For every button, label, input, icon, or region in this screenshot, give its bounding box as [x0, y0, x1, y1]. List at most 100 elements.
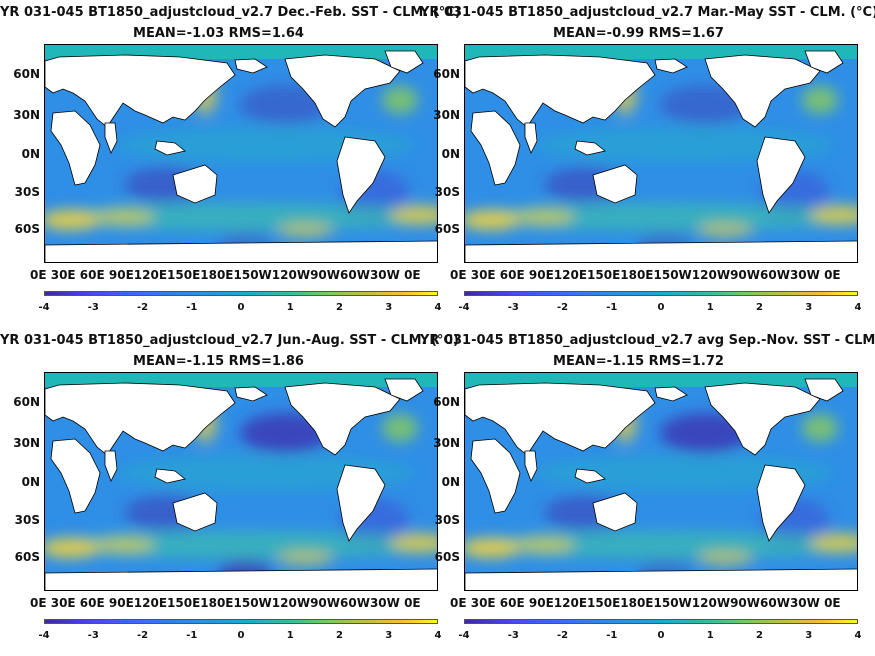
anomaly-region	[45, 531, 437, 559]
north-america-land	[284, 54, 401, 128]
lat-tick: 60N	[433, 395, 460, 409]
lat-tick: 30S	[434, 185, 460, 199]
lon-ticks: 0E 30E 60E 90E120E150E180E150W120W90W60W…	[450, 268, 841, 282]
anomaly-region	[810, 533, 857, 553]
antarctica-land	[45, 240, 437, 262]
india-land	[104, 122, 118, 154]
lat-tick: 60N	[433, 67, 460, 81]
anomaly-region	[660, 85, 750, 125]
sst-anomaly-map	[464, 372, 858, 591]
colorbar	[464, 291, 858, 296]
anomaly-region	[45, 203, 437, 231]
south-america-land	[336, 464, 386, 542]
antarctica-land	[465, 568, 857, 590]
colorbar-tick: 3	[385, 302, 393, 313]
greenland-land	[384, 50, 424, 74]
anomaly-region	[515, 209, 575, 225]
anomaly-region	[390, 533, 437, 553]
colorbar	[464, 619, 858, 624]
map-panel-jja: YR 031-045 BT1850_adjustcloud_v2.7 Jun.-…	[0, 328, 459, 656]
africa-land	[50, 110, 101, 186]
colorbar-tick: 1	[706, 302, 714, 313]
eurasia-land	[45, 54, 236, 128]
india-land	[524, 450, 538, 482]
lat-tick: 30N	[13, 108, 40, 122]
greenland-land	[804, 50, 844, 74]
map-panel-djf: YR 031-045 BT1850_adjustcloud_v2.7 Dec.-…	[0, 0, 461, 328]
colorbar-tick: 1	[706, 630, 714, 641]
lat-tick: 30N	[13, 436, 40, 450]
north-america-land	[704, 54, 821, 128]
anomaly-region	[802, 414, 838, 442]
greenland-land	[384, 378, 424, 402]
anomaly-region	[465, 210, 520, 230]
colorbar-tick: 4	[434, 302, 442, 313]
colorbar-tick: -2	[136, 302, 149, 313]
anomaly-region	[277, 550, 333, 566]
indonesia-land	[154, 140, 186, 156]
north-america-land	[284, 382, 401, 456]
greenland-land	[804, 378, 844, 402]
colorbar-tick: -4	[458, 302, 470, 313]
colorbar-tick: 4	[854, 630, 862, 641]
lat-tick: 30S	[434, 513, 460, 527]
australia-land	[172, 492, 218, 532]
australia-land	[592, 492, 638, 532]
colorbar-tick: 2	[336, 302, 343, 313]
south-america-land	[756, 136, 806, 214]
east-siberia-land	[234, 58, 268, 74]
lat-tick: 30N	[433, 108, 460, 122]
anomaly-region	[660, 413, 750, 453]
anomaly-region	[390, 205, 437, 225]
colorbar-tick: 0	[237, 630, 245, 641]
anomaly-region	[95, 209, 155, 225]
panel-stats: MEAN=-1.15 RMS=1.72	[553, 354, 724, 369]
panel-title: YR 031-045 BT1850_adjustcloud_v2.7 Jun.-…	[0, 333, 459, 348]
anomaly-region	[810, 205, 857, 225]
colorbar-tick: 4	[854, 302, 862, 313]
anomaly-region	[697, 550, 753, 566]
anomaly-region	[382, 414, 418, 442]
lat-tick: 30S	[14, 513, 40, 527]
lon-ticks: 0E 30E 60E 90E120E150E180E150W120W90W60W…	[450, 596, 841, 610]
anomaly-region	[240, 413, 330, 453]
map-panel-mam: YR 031-045 BT1850_adjustcloud_v2.7 Mar.-…	[420, 0, 875, 328]
colorbar-tick: -1	[606, 630, 618, 641]
colorbar-tick: 3	[805, 302, 813, 313]
eurasia-land	[465, 382, 656, 456]
colorbar-tick: 2	[336, 630, 343, 641]
colorbar-tick: 0	[657, 630, 665, 641]
anomaly-region	[465, 531, 857, 559]
colorbar-tick: 1	[286, 630, 294, 641]
colorbar-tick: -4	[38, 630, 50, 641]
africa-land	[470, 438, 521, 514]
colorbar-tick: -4	[458, 630, 470, 641]
lat-tick: 60S	[434, 222, 460, 236]
india-land	[104, 450, 118, 482]
antarctica-land	[45, 568, 437, 590]
south-america-land	[336, 136, 386, 214]
colorbar-tick: 2	[756, 630, 763, 641]
lat-tick: 0N	[441, 147, 460, 161]
lat-tick: 0N	[441, 475, 460, 489]
africa-land	[50, 438, 101, 514]
colorbar-tick: -3	[87, 302, 99, 313]
eurasia-land	[45, 382, 236, 456]
eurasia-land	[465, 54, 656, 128]
east-siberia-land	[654, 58, 688, 74]
colorbar-tick: -4	[38, 302, 50, 313]
colorbar-tick: -3	[507, 302, 519, 313]
east-siberia-land	[234, 386, 268, 402]
lat-tick: 30N	[433, 436, 460, 450]
colorbar-tick: 0	[657, 302, 665, 313]
colorbar-tick: 0	[237, 302, 245, 313]
colorbar-tick: -3	[507, 630, 519, 641]
anomaly-region	[277, 222, 333, 238]
colorbar	[44, 619, 438, 624]
indonesia-land	[154, 468, 186, 484]
anomaly-region	[515, 537, 575, 553]
map-panel-son: YR 031-045 BT1850_adjustcloud_v2.7 avg S…	[420, 328, 875, 656]
lat-tick: 60S	[14, 222, 40, 236]
anomaly-region	[382, 86, 418, 114]
colorbar-tick: -2	[136, 630, 149, 641]
